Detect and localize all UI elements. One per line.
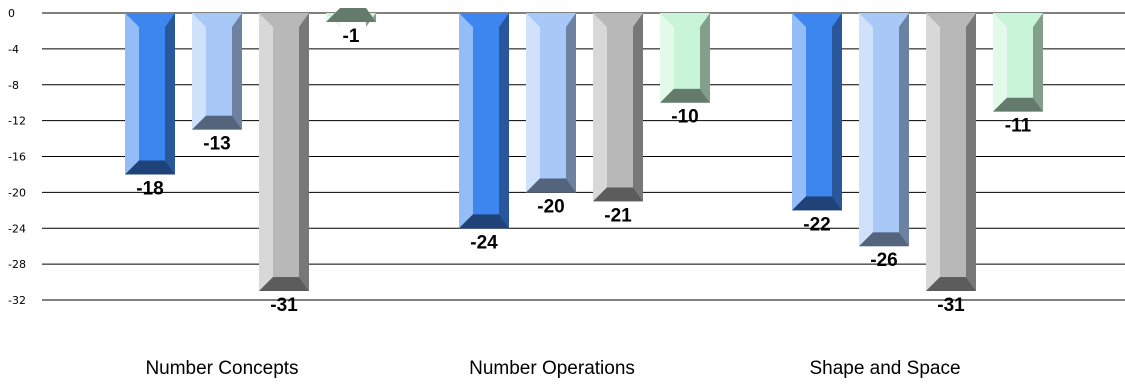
data-label: -13: [203, 134, 230, 155]
data-label: -22: [803, 214, 830, 235]
y-axis: 0 -4 -8 -12 -16 -20 -24 -28 -32: [8, 7, 26, 307]
data-labels: -18 -13 -31 -1 -24 -20 -21 -10 -22 -26 -31 -11: [136, 26, 1031, 316]
bar: [859, 13, 909, 247]
bar: [326, 7, 376, 27]
data-label: -1: [343, 26, 360, 47]
y-tick-label: -16: [8, 151, 26, 164]
y-tick-label: -12: [8, 115, 26, 128]
data-label: -24: [470, 232, 498, 253]
category-labels: Number Concepts Number Operations Shape an…: [145, 358, 960, 379]
y-tick-label: -24: [8, 222, 26, 235]
data-label: -21: [604, 205, 632, 226]
category-label: Number Operations: [469, 358, 635, 379]
y-tick-label: -4: [8, 43, 19, 56]
bar: [526, 13, 576, 193]
y-tick-label: -8: [8, 79, 19, 92]
y-tick-label: -20: [8, 186, 26, 199]
bar: [593, 13, 643, 202]
bar: [926, 13, 976, 292]
bar: [125, 13, 175, 175]
bar: [459, 13, 509, 229]
category-label: Shape and Space: [809, 358, 960, 379]
bar: [792, 13, 842, 211]
category-label: Number Concepts: [145, 358, 298, 379]
data-label: -26: [870, 250, 897, 271]
y-tick-label: -32: [8, 294, 26, 307]
data-label: -31: [270, 295, 298, 316]
y-tick-label: -28: [8, 258, 26, 271]
data-label: -31: [937, 295, 965, 316]
data-label: -11: [1005, 116, 1032, 137]
data-label: -10: [671, 107, 698, 128]
data-label: -20: [537, 196, 564, 217]
bars: [125, 7, 1043, 292]
bar: [993, 13, 1043, 112]
bar: [660, 13, 710, 103]
bar: [192, 13, 242, 130]
y-tick-label: 0: [8, 7, 15, 20]
data-label: -18: [136, 178, 163, 199]
bar: [259, 13, 309, 292]
